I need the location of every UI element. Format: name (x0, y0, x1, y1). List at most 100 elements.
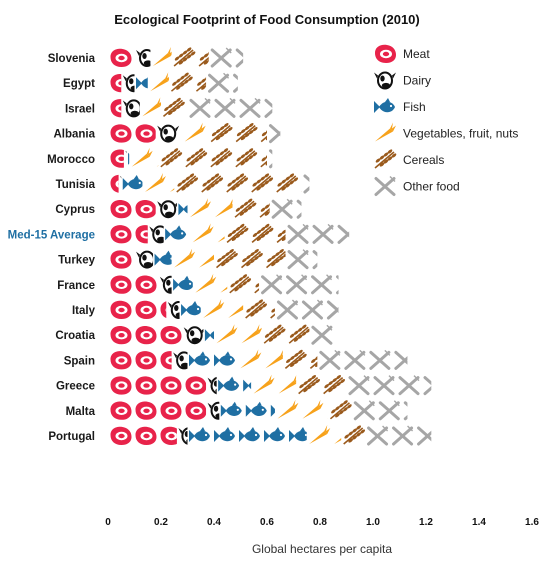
bar-segment-carrot (240, 349, 283, 369)
fork-knife-icon (373, 375, 395, 396)
meat-icon (110, 199, 132, 219)
fish-icon (189, 351, 210, 367)
fork-knife-icon (344, 349, 366, 370)
meat-icon (160, 401, 182, 420)
bar-segment-meat (110, 275, 157, 294)
wheat-icon (251, 223, 274, 244)
carrot-icon (192, 223, 214, 243)
fork-knife-icon (235, 48, 244, 68)
meat-icon (135, 225, 148, 244)
bar-segment-cow (122, 74, 135, 93)
carrot-icon (240, 349, 262, 369)
wheat-icon (198, 50, 209, 67)
wheat-icon (276, 173, 299, 193)
fork-knife-icon (264, 98, 273, 118)
chart-row-morocco: Morocco (47, 147, 273, 169)
chart-row-med-15-average: Med-15 Average (8, 223, 350, 244)
meat-icon (160, 426, 177, 445)
legend-item-carrot: Vegetables, fruit, nuts (375, 122, 518, 142)
legend-item-fish: Fish (374, 98, 426, 114)
bar-segment-fish (181, 301, 201, 316)
bar-segment-fish (128, 152, 130, 165)
bar-segment-carrot (152, 47, 172, 66)
fish-icon (270, 404, 275, 417)
meat-icon (110, 275, 132, 294)
wheat-icon (210, 148, 233, 168)
meat-icon (110, 401, 132, 420)
carrot-icon (334, 437, 342, 444)
category-label: Morocco (47, 154, 95, 166)
meat-icon (110, 426, 132, 445)
bar-segment-wheat (210, 123, 267, 143)
chart-row-greece: Greece (56, 374, 432, 396)
wheat-icon (276, 229, 286, 244)
fork-knife-icon (269, 149, 273, 169)
fork-knife-icon (271, 198, 293, 219)
fork-knife-icon (311, 274, 333, 295)
fish-icon (239, 427, 260, 442)
legend-label: Dairy (403, 74, 431, 88)
bar-segment-wheat (329, 400, 352, 420)
fork-knife-icon (367, 425, 389, 446)
bar-segment-fish (173, 275, 193, 291)
carrot-icon (190, 198, 211, 218)
wheat-icon (260, 129, 267, 143)
carrot-icon (203, 299, 225, 318)
chart-title: Ecological Footprint of Food Consumption… (114, 12, 420, 27)
bar-segment-fork-knife (303, 174, 310, 194)
wheat-icon (323, 375, 345, 395)
category-label: Slovenia (48, 53, 96, 65)
x-tick-label: 1.6 (525, 517, 539, 528)
category-label: Spain (64, 355, 95, 367)
wheat-icon (162, 97, 185, 118)
wheat-icon (245, 299, 267, 319)
fork-knife-icon (348, 375, 370, 396)
fork-knife-icon (337, 224, 350, 244)
bar-segment-fish (220, 401, 275, 417)
category-label: Malta (66, 406, 96, 418)
bar-segment-wheat (215, 249, 286, 269)
wheat-icon (185, 148, 208, 168)
wheat-icon (195, 75, 207, 92)
bar-segment-fish (178, 203, 188, 216)
fish-icon (214, 351, 235, 367)
bar-segment-carrot (309, 425, 342, 444)
wheat-icon (263, 324, 286, 344)
fork-knife-icon (214, 97, 236, 118)
fish-icon (264, 427, 285, 442)
carrot-icon (277, 399, 299, 419)
cow-icon (125, 150, 127, 154)
bar-segment-meat (110, 325, 182, 345)
bar-segment-fork-knife (269, 149, 273, 169)
fork-knife-icon (287, 249, 309, 270)
x-tick-label: 0.2 (154, 517, 168, 528)
fork-knife-icon (261, 274, 283, 295)
chart-row-turkey: Turkey (58, 248, 318, 270)
fork-knife-icon (301, 299, 323, 320)
chart-row-croatia: Croatia (55, 324, 333, 345)
bar-segment-wheat (284, 349, 318, 370)
cow-icon (157, 124, 180, 143)
fork-knife-icon (369, 349, 391, 370)
meat-icon (135, 401, 157, 420)
bar-segment-meat (110, 124, 156, 143)
meat-icon (135, 199, 156, 219)
meat-icon (185, 376, 207, 395)
carrot-icon (150, 72, 169, 92)
cow-icon (149, 225, 164, 244)
carrot-icon (215, 199, 233, 218)
bar-segment-wheat (176, 173, 302, 193)
fork-knife-icon (319, 349, 341, 370)
carrot-icon (220, 286, 228, 293)
bar-segment-fork-knife (287, 249, 318, 270)
fish-icon (374, 98, 395, 113)
bar-segment-wheat (263, 324, 310, 344)
carrot-icon (265, 350, 283, 369)
meat-icon (110, 174, 119, 193)
fork-knife-icon (336, 275, 339, 295)
bar-segment-fork-knife (210, 47, 244, 68)
meat-icon (160, 376, 182, 395)
meat-icon (110, 351, 132, 370)
bar-segment-cow (157, 124, 180, 143)
bar-segment-meat (110, 149, 124, 168)
